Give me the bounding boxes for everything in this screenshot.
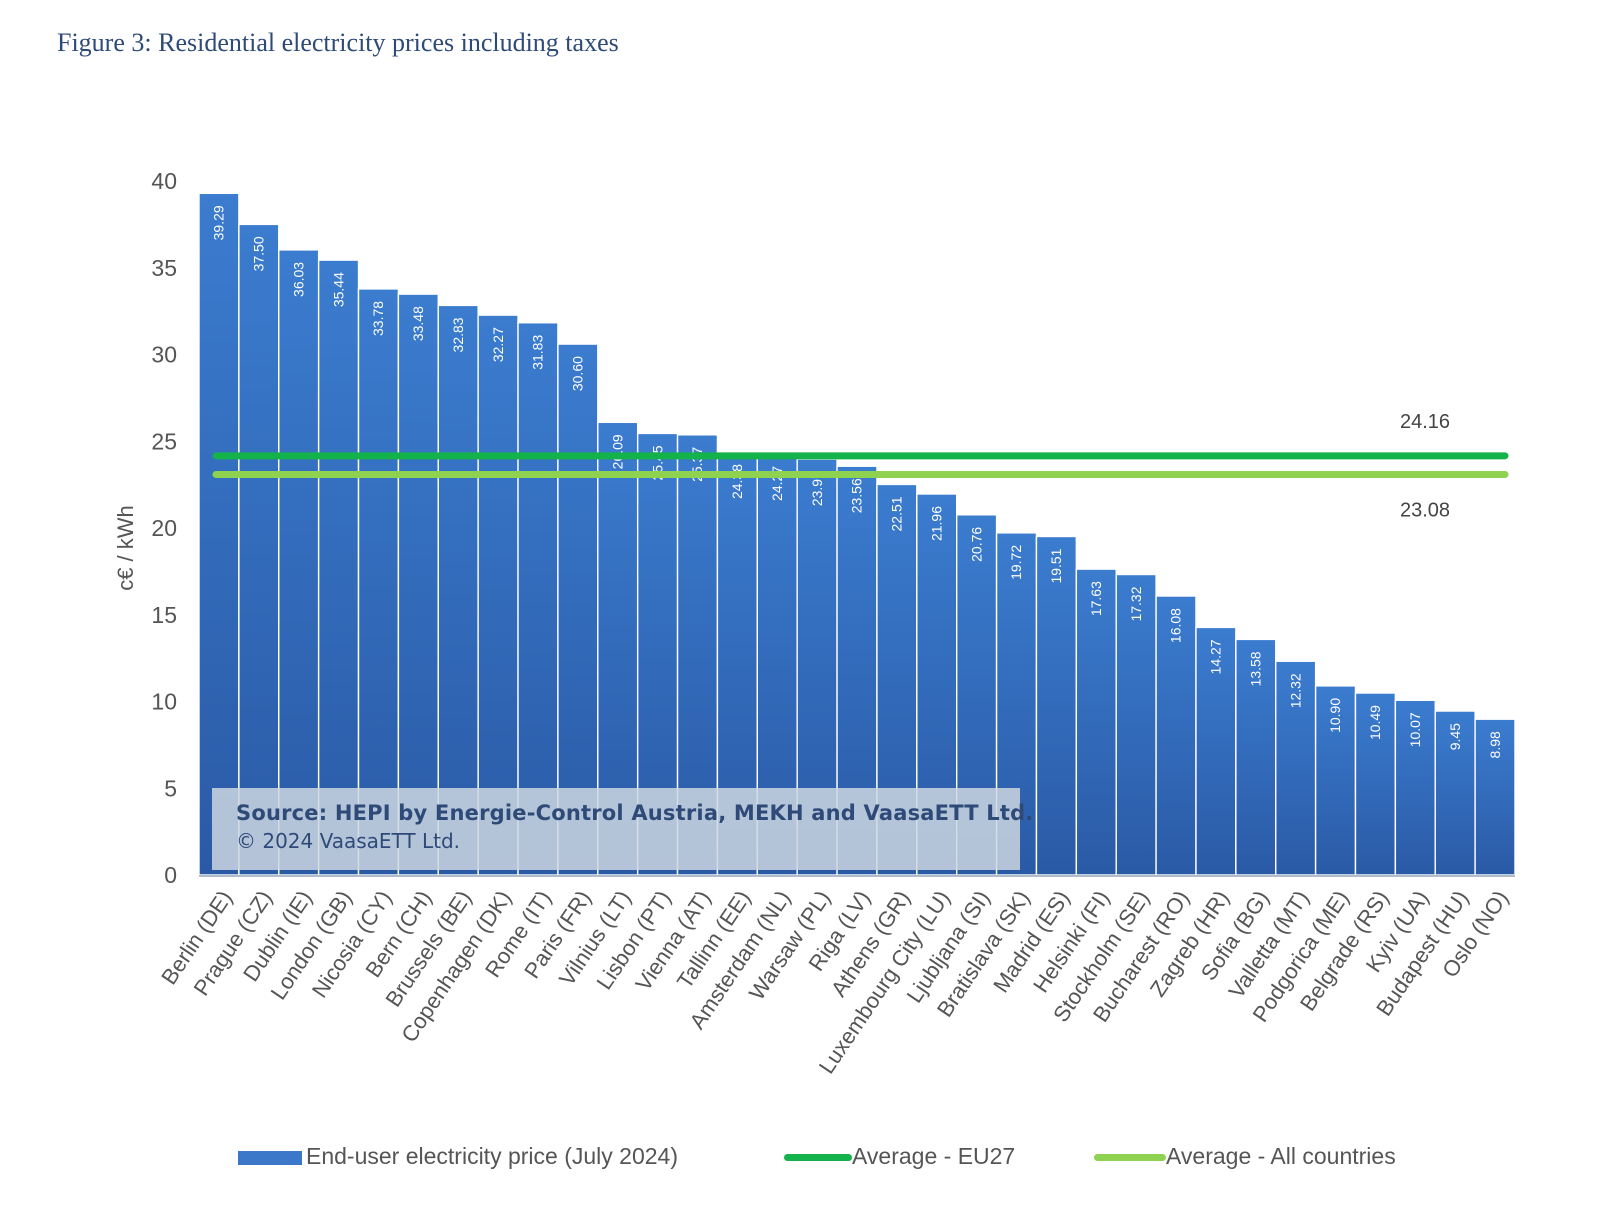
bar-21 (1035, 535, 1078, 876)
bar-23 (1115, 573, 1157, 876)
legend-label-all-countries: Average - All countries (1166, 1143, 1396, 1169)
bar-value-label-30: 10.07 (1407, 712, 1423, 747)
bar-value-label-14: 24.27 (769, 466, 785, 501)
bar-value-label-9: 30.60 (570, 356, 586, 391)
bar-value-label-26: 13.58 (1247, 651, 1263, 686)
source-box (212, 788, 1020, 870)
bar-value-label-15: 23.97 (809, 471, 825, 506)
bar-value-label-18: 21.96 (928, 506, 944, 541)
y-tick-label-3: 15 (151, 602, 177, 628)
bar-0 (198, 192, 240, 876)
legend-swatch-all-countries (1094, 1154, 1166, 1161)
y-tick-label-8: 40 (151, 168, 177, 194)
y-tick-label-5: 25 (151, 428, 177, 454)
bar-value-label-19: 20.76 (968, 527, 984, 562)
y-tick-label-4: 20 (151, 515, 177, 541)
bar-value-label-5: 33.48 (410, 306, 426, 341)
bar-5 (397, 293, 439, 876)
y-axis-title: c€ / kWh (113, 505, 138, 591)
bar-31 (1434, 710, 1476, 876)
source-text: Source: HEPI by Energie-Control Austria,… (236, 801, 1034, 825)
legend-label-price: End-user electricity price (July 2024) (306, 1143, 678, 1169)
bar-value-label-13: 24.38 (729, 464, 745, 499)
bar-2 (278, 249, 320, 876)
bar-value-label-29: 10.49 (1367, 705, 1383, 740)
bar-22 (1075, 568, 1117, 876)
y-tick-label-0: 0 (164, 862, 177, 888)
bar-value-label-20: 19.72 (1008, 545, 1024, 580)
bar-value-label-31: 9.45 (1447, 723, 1463, 750)
bar-32 (1474, 718, 1516, 876)
copyright-text: © 2024 VaasaETT Ltd. (236, 829, 461, 853)
bar-value-label-24: 16.08 (1168, 608, 1184, 643)
bar-value-label-10: 26.09 (609, 434, 625, 469)
bar-30 (1394, 699, 1436, 876)
bar-value-label-25: 14.27 (1208, 639, 1224, 674)
figure-title: Figure 3: Residential electricity prices… (57, 28, 619, 57)
legend-swatch-eu27 (784, 1154, 852, 1161)
bars-layer: 39.29 37.50 36.03 35.44 33.78 33.48 32.83 32.27… (198, 192, 1516, 876)
bar-value-label-6: 32.83 (450, 317, 466, 352)
bar-value-label-17: 22.51 (889, 496, 905, 531)
bar-1 (238, 223, 280, 876)
reference-line-label-0: 24.16 (1400, 411, 1450, 433)
legend-swatch-price (238, 1151, 302, 1165)
bar-value-label-4: 33.78 (370, 301, 386, 336)
bar-3 (317, 259, 360, 876)
y-tick-label-2: 10 (151, 689, 177, 715)
bar-value-label-23: 17.32 (1128, 586, 1144, 621)
bar-value-label-27: 12.32 (1287, 673, 1303, 708)
bar-value-label-8: 31.83 (530, 335, 546, 370)
legend-label-eu27: Average - EU27 (852, 1143, 1016, 1169)
legend: End-user electricity price (July 2024) A… (0, 1143, 1600, 1175)
y-tick-label-6: 30 (151, 342, 177, 368)
bar-value-label-22: 17.63 (1088, 581, 1104, 616)
bar-value-label-21: 19.51 (1048, 548, 1064, 583)
bar-value-label-28: 10.90 (1327, 698, 1343, 733)
bar-26 (1235, 638, 1277, 876)
bar-29 (1354, 692, 1397, 876)
bar-6 (437, 304, 479, 876)
reference-line-label-1: 23.08 (1400, 500, 1450, 522)
bar-value-label-3: 35.44 (330, 272, 346, 307)
y-tick-label-7: 35 (151, 255, 177, 281)
bar-9 (557, 343, 599, 876)
reference-lines-layer: 24.16 23.08 (212, 411, 1509, 522)
bar-value-label-2: 36.03 (290, 262, 306, 297)
bar-value-label-1: 37.50 (251, 236, 267, 271)
bar-value-label-32: 8.98 (1487, 731, 1503, 758)
bar-28 (1314, 685, 1357, 876)
bar-27 (1275, 660, 1317, 876)
bar-4 (357, 288, 400, 876)
bar-value-label-0: 39.29 (211, 205, 227, 240)
bar-8 (517, 322, 559, 876)
bar-24 (1155, 595, 1197, 876)
y-tick-label-1: 5 (164, 775, 177, 801)
bar-7 (477, 314, 519, 876)
bar-value-label-7: 32.27 (490, 327, 506, 362)
bar-value-label-16: 23.56 (849, 478, 865, 513)
